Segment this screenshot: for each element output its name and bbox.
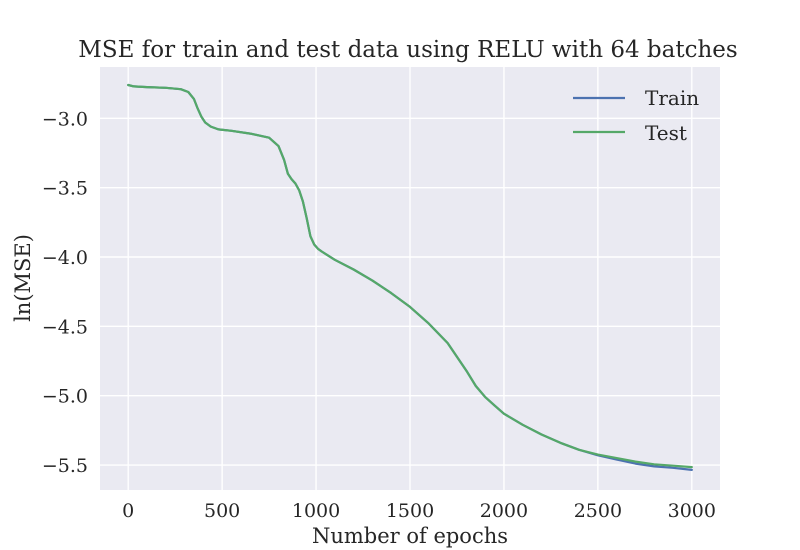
x-tick-label: 1500: [386, 500, 434, 522]
x-tick-label: 0: [122, 500, 134, 522]
y-tick-label: −5.0: [42, 386, 88, 408]
x-tick-label: 500: [204, 500, 240, 522]
legend: Train Test: [573, 86, 699, 145]
y-tick-label: −4.0: [42, 247, 88, 269]
y-axis-label: ln(MSE): [11, 234, 35, 322]
grid-lines: [100, 67, 720, 490]
tick-labels: 0 500 1000 1500 2000 2500 3000 −3.0 −3.5 −4.0 −4.5…: [42, 108, 716, 522]
x-tick-label: 1000: [292, 500, 340, 522]
series-line-test: [127, 83, 693, 469]
chart-title: MSE for train and test data using RELU w…: [78, 37, 737, 63]
y-tick-label: −3.0: [42, 108, 88, 130]
legend-label-train: Train: [645, 86, 699, 110]
y-tick-label: −4.5: [42, 316, 88, 338]
x-tick-label: 3000: [668, 500, 716, 522]
y-tick-label: −3.5: [42, 178, 88, 200]
y-tick-label: −5.5: [42, 455, 88, 477]
series-layer: [127, 83, 693, 471]
x-axis-label: Number of epochs: [312, 524, 508, 548]
legend-label-test: Test: [645, 121, 687, 145]
x-tick-label: 2000: [480, 500, 528, 522]
x-tick-label: 2500: [574, 500, 622, 522]
